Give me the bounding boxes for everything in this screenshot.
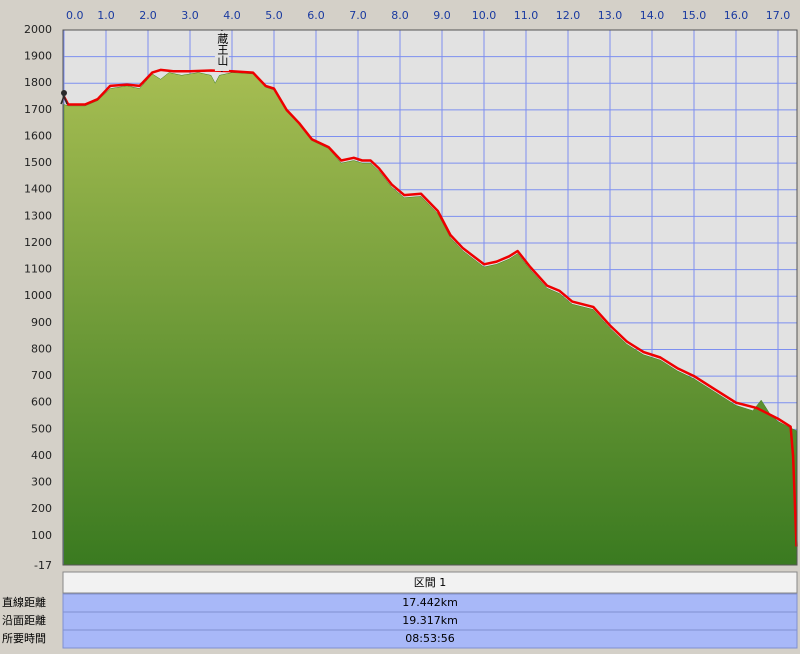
- x-tick-label: 6.0: [307, 9, 325, 22]
- y-tick-label: 2000: [24, 23, 52, 36]
- y-tick-label: 1800: [24, 76, 52, 89]
- y-tick-label: 1700: [24, 103, 52, 116]
- y-tick-label: 300: [31, 476, 52, 489]
- y-tick-label: 1600: [24, 129, 52, 142]
- label-cell: [0, 612, 62, 630]
- x-tick-label: 13.0: [598, 9, 623, 22]
- x-tick-label: 2.0: [139, 9, 157, 22]
- x-tick-label: 5.0: [265, 9, 283, 22]
- x-tick-label: 17.0: [766, 9, 791, 22]
- y-tick-label: 700: [31, 369, 52, 382]
- row-value: 19.317km: [402, 614, 458, 627]
- plot-border: [62, 29, 798, 566]
- y-tick-label: 800: [31, 342, 52, 355]
- y-tick-label: 500: [31, 422, 52, 435]
- table-header-cell: [62, 571, 798, 594]
- terrain-area: [63, 72, 797, 566]
- y-tick-label: 1000: [24, 289, 52, 302]
- x-tick-label: 15.0: [682, 9, 707, 22]
- value-cell: [62, 629, 798, 649]
- y-tick-label: 200: [31, 502, 52, 515]
- y-tick-label: 1500: [24, 156, 52, 169]
- x-tick-label: 0.0: [66, 9, 84, 22]
- y-tick-label: 900: [31, 316, 52, 329]
- x-tick-label: 10.0: [472, 9, 497, 22]
- x-tick-label: 11.0: [514, 9, 539, 22]
- start-marker: [60, 90, 68, 105]
- row-label: 沿面距離: [2, 613, 46, 627]
- annotation-bg: [214, 31, 229, 71]
- x-tick-label: 8.0: [391, 9, 409, 22]
- y-tick-label: 100: [31, 529, 52, 542]
- row-value: 17.442km: [402, 596, 458, 609]
- row-value: 08:53:56: [405, 632, 454, 645]
- track-line: [62, 68, 798, 547]
- x-tick-label: 1.0: [97, 9, 115, 22]
- row-label: 直線距離: [2, 595, 46, 609]
- y-tick-label: 1400: [24, 183, 52, 196]
- y-tick-label: 600: [31, 396, 52, 409]
- label-cell: [0, 630, 62, 648]
- y-tick-label: 400: [31, 449, 52, 462]
- annotation: 蔵王山: [216, 33, 229, 66]
- y-tick-label: 1300: [24, 209, 52, 222]
- y-tick-label: 1100: [24, 263, 52, 276]
- y-tick-label: 1200: [24, 236, 52, 249]
- y-tick-label: 1900: [24, 50, 52, 63]
- y-tick-label: -17: [34, 559, 52, 572]
- x-tick-label: 16.0: [724, 9, 749, 22]
- x-tick-label: 4.0: [223, 9, 241, 22]
- x-tick-label: 9.0: [433, 9, 451, 22]
- x-tick-label: 3.0: [181, 9, 199, 22]
- x-tick-label: 12.0: [556, 9, 581, 22]
- label-cell: [0, 594, 62, 612]
- x-tick-label: 7.0: [349, 9, 367, 22]
- row-label: 所要時間: [2, 632, 46, 645]
- x-tick-label: 14.0: [640, 9, 665, 22]
- table-header: 区間 1: [414, 576, 447, 589]
